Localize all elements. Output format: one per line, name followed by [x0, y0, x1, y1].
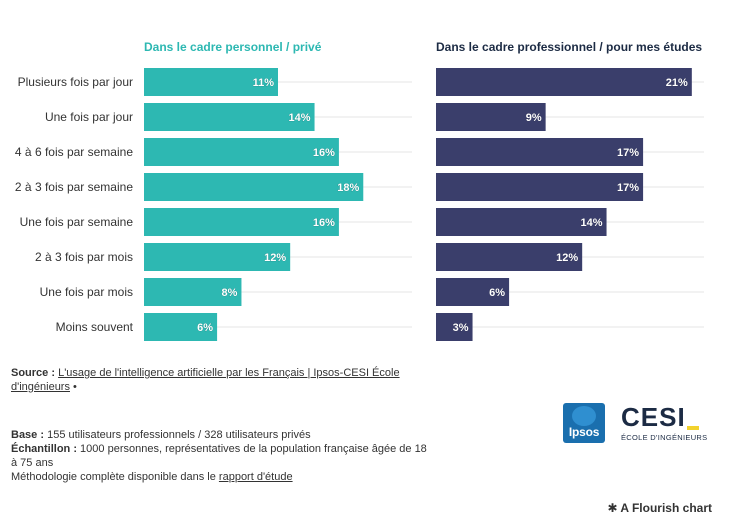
cesi-logo-text: CESI [621, 402, 686, 432]
bar-value-label: 9% [526, 112, 542, 124]
bar-personal[interactable] [144, 68, 278, 96]
bar-professional[interactable] [436, 243, 583, 271]
bar-charts: Dans le cadre personnel / privé Dans le … [15, 40, 704, 341]
bar-professional[interactable] [436, 278, 510, 306]
category-label: Une fois par semaine [20, 215, 134, 229]
bar-professional[interactable] [436, 138, 644, 166]
category-label: 4 à 6 fois par semaine [15, 145, 133, 159]
source-link[interactable]: L'usage de l'intelligence artificielle p… [11, 367, 400, 393]
ipsos-logo-text: Ipsos [568, 425, 600, 439]
cesi-logo-subtitle: ÉCOLE D'INGÉNIEURS [621, 433, 708, 442]
bars-personal: 11% 14% 16% 18% 16% 12% 8% 6% [144, 68, 412, 341]
sample-text: 1000 personnes, représentatives de la po… [11, 443, 427, 469]
bar-value-label: 3% [453, 322, 469, 334]
bar-personal[interactable] [144, 173, 364, 201]
bar-personal[interactable] [144, 243, 291, 271]
bar-professional[interactable] [436, 103, 546, 131]
base-text: 155 utilisateurs professionnels / 328 ut… [44, 429, 311, 441]
flourish-credit[interactable]: ✱ A Flourish chart [607, 501, 712, 515]
bars-professional: 21% 9% 17% 17% 14% 12% 6% 3% [436, 68, 704, 341]
chart-title-professional: Dans le cadre professionnel / pour mes é… [436, 40, 702, 54]
bar-value-label: 6% [489, 287, 505, 299]
bar-professional[interactable] [436, 208, 607, 236]
bar-value-label: 6% [197, 322, 213, 334]
bar-value-label: 11% [253, 77, 275, 89]
category-label: Moins souvent [56, 320, 134, 334]
bar-personal[interactable] [144, 278, 242, 306]
base-label: Base : [11, 429, 45, 441]
bar-personal[interactable] [144, 313, 218, 341]
source-note: Source : L'usage de l'intelligence artif… [11, 366, 431, 394]
ipsos-circle-icon [572, 406, 596, 426]
flourish-star-icon: ✱ [607, 501, 621, 515]
ipsos-logo: Ipsos [563, 403, 605, 443]
sample-label: Échantillon : [11, 443, 77, 455]
category-label: Plusieurs fois par jour [18, 75, 133, 89]
bar-value-label: 16% [313, 217, 335, 229]
category-label: 2 à 3 fois par semaine [15, 180, 133, 194]
method-link[interactable]: rapport d'étude [218, 471, 293, 483]
bar-professional[interactable] [436, 173, 644, 201]
bar-value-label: 17% [617, 147, 639, 159]
cesi-underline-icon [687, 426, 699, 430]
bar-value-label: 18% [337, 182, 359, 194]
chart-title-personal: Dans le cadre personnel / privé [144, 40, 322, 54]
category-label: Une fois par jour [45, 110, 133, 124]
category-labels: Plusieurs fois par jour Une fois par jour… [15, 75, 134, 334]
bar-professional[interactable] [436, 313, 473, 341]
category-label: 2 à 3 fois par mois [35, 250, 133, 264]
bar-value-label: 21% [666, 77, 688, 89]
source-suffix: • [69, 381, 77, 393]
bar-value-label: 8% [222, 287, 238, 299]
flourish-credit-text: A Flourish chart [620, 501, 712, 515]
bar-value-label: 17% [617, 182, 639, 194]
bar-value-label: 16% [313, 147, 335, 159]
bar-professional[interactable] [436, 68, 692, 96]
category-label: Une fois par mois [40, 285, 133, 299]
bar-value-label: 12% [556, 252, 578, 264]
cesi-logo: CESI ÉCOLE D'INGÉNIEURS [621, 404, 711, 444]
bar-value-label: 14% [289, 112, 311, 124]
base-note: Base : 155 utilisateurs professionnels /… [11, 428, 433, 484]
bar-value-label: 14% [581, 217, 603, 229]
method-text: Méthodologie complète disponible dans le [11, 471, 219, 483]
bar-personal[interactable] [144, 208, 339, 236]
bar-personal[interactable] [144, 138, 339, 166]
bar-value-label: 12% [264, 252, 286, 264]
source-label: Source : [11, 367, 56, 379]
bar-personal[interactable] [144, 103, 315, 131]
